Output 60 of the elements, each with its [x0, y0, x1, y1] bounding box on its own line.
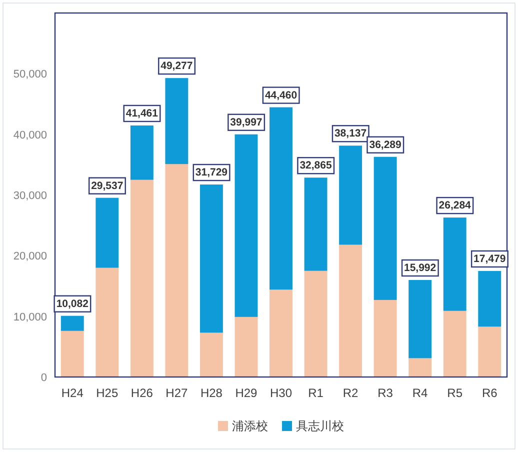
total-label: 38,137: [334, 128, 367, 140]
x-tick-label: H27: [166, 386, 188, 400]
bar: [339, 146, 362, 245]
x-tick-label: H24: [61, 386, 84, 400]
bar: [478, 270, 502, 327]
total-label: 15,992: [404, 262, 436, 274]
x-tick-label: H30: [270, 386, 292, 400]
y-tick-label: 0: [40, 372, 47, 384]
x-tick-label: R1: [308, 386, 324, 400]
y-tick-label: 10,000: [13, 311, 47, 324]
x-tick-label: R3: [378, 386, 394, 400]
x-tick-label: H29: [235, 386, 258, 400]
legend-label: 具志川校: [296, 419, 344, 433]
bar: [200, 332, 223, 377]
total-label: 26,284: [438, 200, 472, 212]
bar: [165, 78, 188, 164]
bar: [304, 178, 328, 271]
bar: [96, 198, 119, 268]
bar: [443, 310, 466, 377]
bar: [374, 300, 397, 377]
x-tick-label: R6: [482, 386, 498, 400]
bar: [304, 270, 328, 377]
legend-label: 浦添校: [232, 419, 268, 433]
bar: [408, 280, 432, 358]
total-label: 10,082: [56, 298, 89, 310]
bar: [60, 316, 84, 331]
total-label: 36,289: [369, 138, 402, 151]
bar: [374, 156, 397, 300]
bar: [60, 330, 84, 377]
total-label: 32,865: [300, 160, 332, 172]
bar: [234, 316, 258, 377]
total-label: 31,729: [195, 166, 228, 179]
x-tick-label: H25: [96, 386, 118, 400]
y-tick-label: 30,000: [13, 190, 47, 202]
y-tick-label: 50,000: [13, 68, 47, 81]
y-tick-label: 40,000: [13, 129, 47, 142]
total-label: 17,479: [474, 252, 506, 265]
bar: [270, 290, 292, 377]
total-label: 44,460: [264, 89, 298, 102]
x-tick-label: R2: [342, 386, 359, 400]
bar: [130, 180, 154, 377]
x-tick-label: R4: [412, 386, 428, 400]
bar: [408, 358, 432, 377]
bar: [339, 244, 362, 377]
bar: [165, 164, 188, 377]
y-tick-label: 20,000: [13, 250, 47, 263]
bar: [130, 125, 154, 180]
total-label: 39,997: [230, 116, 262, 128]
bar: [96, 268, 119, 377]
total-label: 41,461: [126, 107, 158, 120]
bar: [200, 184, 223, 333]
bar: [234, 134, 258, 317]
x-tick-label: H26: [130, 386, 154, 400]
x-tick-label: H28: [200, 386, 223, 400]
bar: [270, 107, 292, 290]
total-label: 29,537: [91, 180, 124, 192]
bar: [478, 326, 502, 377]
total-label: 49,277: [160, 60, 193, 72]
x-tick-label: R5: [447, 386, 463, 400]
bar: [443, 218, 466, 311]
